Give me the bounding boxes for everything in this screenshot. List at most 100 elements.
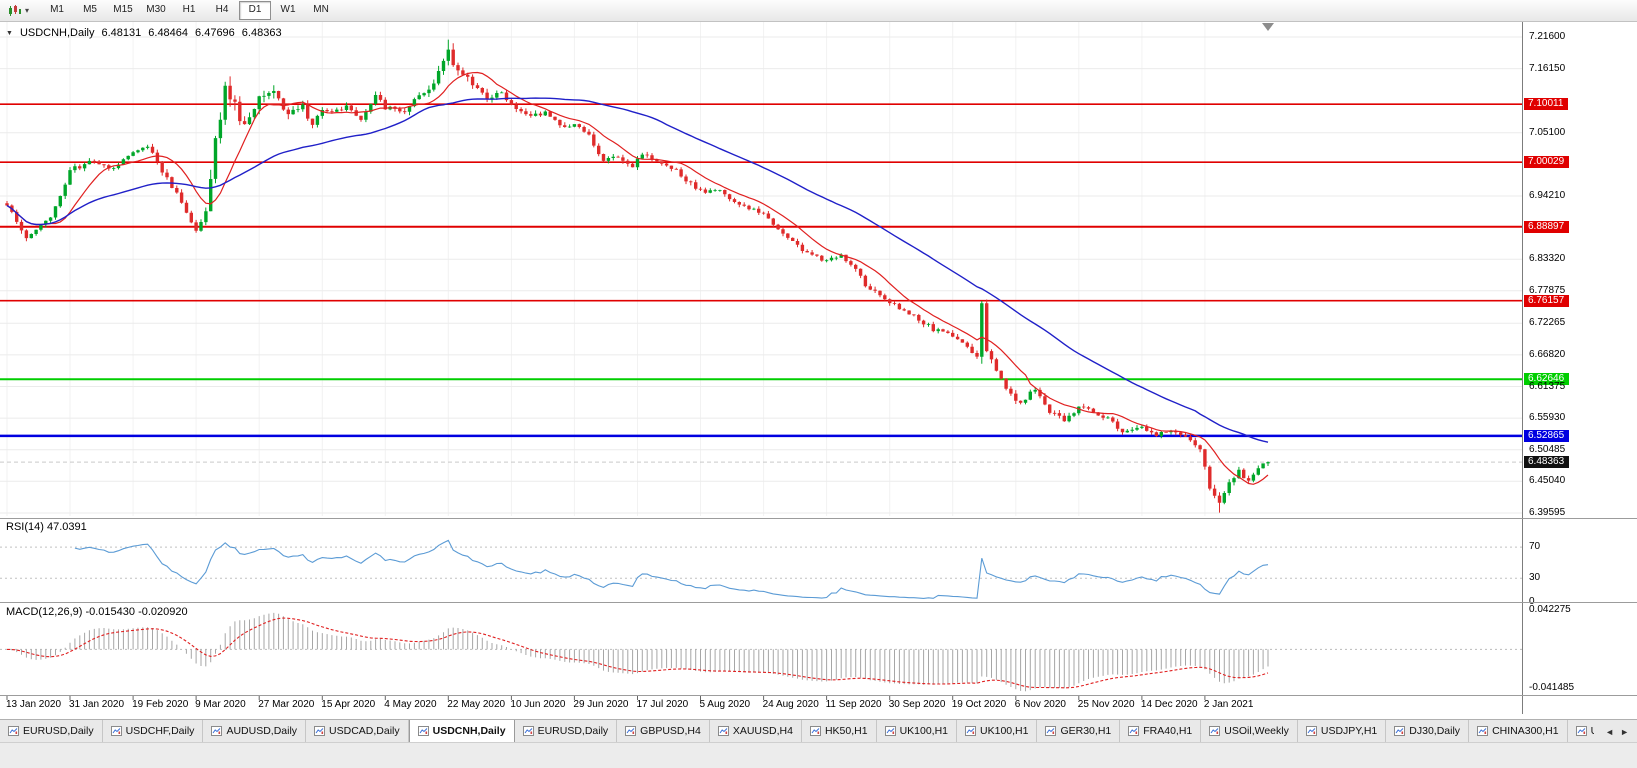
chart-tab-hk50-h1[interactable]: HK50,H1 [802, 720, 877, 742]
scale-label: 7.05100 [1529, 126, 1566, 138]
scale-label: 0.042275 [1529, 604, 1571, 615]
date-label: 6 Nov 2020 [1014, 699, 1066, 710]
date-label: 15 Apr 2020 [321, 699, 376, 710]
mini-chart-icon [1045, 726, 1057, 736]
candlestick-chart-icon [9, 5, 21, 16]
chart-tab-gbpusd-h4[interactable]: GBPUSD,H4 [617, 720, 710, 742]
high-value: 6.48464 [148, 27, 189, 39]
low-value: 6.47696 [195, 27, 235, 39]
scale-label: -0.041485 [1529, 682, 1575, 693]
tab-label: CHINA300,H1 [1492, 725, 1559, 737]
tab-label: USOil, [1591, 725, 1594, 737]
mini-chart-icon [717, 726, 729, 736]
scale-label: 6.72265 [1529, 317, 1566, 329]
tab-label: USDCHF,Daily [125, 725, 195, 737]
mini-chart-icon [809, 726, 821, 736]
scale-label: 70 [1529, 541, 1541, 553]
timeframe-button-m1[interactable]: M1 [50, 4, 64, 15]
scale-label: 6.83320 [1529, 253, 1566, 265]
tab-label: USOil,Weekly [1224, 725, 1289, 737]
date-label: 9 Mar 2020 [195, 699, 246, 710]
scale-label: 7.16150 [1529, 62, 1566, 74]
tabs-scroll-right-button[interactable]: ► [1620, 726, 1629, 737]
tab-label: AUDUSD,Daily [226, 725, 298, 737]
chart-tab-usdcnh-daily[interactable]: USDCNH,Daily [408, 720, 515, 742]
chart-tab-china300-h1[interactable]: CHINA300,H1 [1469, 720, 1568, 742]
macd-indicator-label: MACD(12,26,9) -0.015430 -0.020920 [6, 606, 188, 618]
current-price-label: 6.48363 [1524, 456, 1570, 469]
timeframe-button-h4[interactable]: H4 [215, 4, 229, 15]
tab-label: UK100,H1 [980, 725, 1029, 737]
mini-chart-icon [1575, 726, 1587, 736]
chart-tab-uk100-h1[interactable]: UK100,H1 [957, 720, 1038, 742]
mini-chart-icon [110, 726, 122, 736]
chart-tab-xauusd-h4[interactable]: XAUUSD,H4 [710, 720, 802, 742]
chart-tab-uk100-h1[interactable]: UK100,H1 [877, 720, 958, 742]
dropdown-caret-icon: ▾ [25, 6, 30, 15]
date-label: 17 Jul 2020 [636, 699, 689, 710]
date-label: 19 Feb 2020 [132, 699, 189, 710]
tab-label: UK100,H1 [899, 725, 949, 737]
scale-label: 6.45040 [1529, 475, 1566, 487]
tab-label: GBPUSD,H4 [640, 725, 701, 737]
timeframe-button-d1[interactable]: D1 [239, 1, 272, 20]
chart-tab-dj30-daily[interactable]: DJ30,Daily [1386, 720, 1470, 742]
chart-plot-area[interactable] [0, 21, 1522, 695]
status-bar [0, 742, 1637, 768]
mini-chart-icon [1209, 726, 1221, 736]
chart-type-button[interactable]: ▾ [2, 1, 35, 20]
chart-symbol-period: USDCNH,Daily [19, 27, 95, 39]
chart-tab-eurusd-daily[interactable]: EURUSD,Daily [0, 720, 103, 742]
tab-label: HK50,H1 [824, 725, 868, 737]
date-label: 14 Dec 2020 [1140, 699, 1198, 710]
mini-chart-icon [625, 726, 637, 736]
timeframe-button-w1[interactable]: W1 [280, 4, 296, 15]
timeframe-button-mn[interactable]: MN [313, 4, 329, 15]
tab-label: XAUUSD,H4 [732, 725, 793, 737]
date-label: 30 Sep 2020 [888, 699, 946, 710]
timeframe-button-h1[interactable]: H1 [182, 4, 196, 15]
tab-label: DJ30,Daily [1409, 725, 1461, 737]
time-axis[interactable]: 13 Jan 2020 31 Jan 2020 19 Feb 2020 9 Mar 2… [0, 697, 1522, 713]
panel-separator[interactable] [0, 602, 1637, 603]
tab-label: EURUSD,Daily [23, 725, 94, 737]
mini-chart-icon [965, 726, 977, 736]
chart-tab-audusd-daily[interactable]: AUDUSD,Daily [203, 720, 307, 742]
collapse-icon[interactable]: ▼ [6, 29, 13, 37]
tab-label: GER30,H1 [1060, 725, 1112, 737]
mini-chart-icon [1477, 726, 1489, 736]
scale-label: 6.61375 [1529, 380, 1566, 392]
mini-chart-icon [1128, 726, 1140, 736]
rsi-indicator-label: RSI(14) 47.0391 [6, 521, 87, 533]
chart-tab-usoil-[interactable]: USOil, [1568, 720, 1594, 742]
chart-tab-usdcad-daily[interactable]: USDCAD,Daily [306, 720, 409, 742]
ohlc-info-bar: ▼ USDCNH,Daily 6.48131 6.48464 6.47696 6… [6, 27, 282, 39]
chart-tab-usdjpy-h1[interactable]: USDJPY,H1 [1298, 720, 1387, 742]
chart-tab-ger30-h1[interactable]: GER30,H1 [1037, 720, 1121, 742]
date-label: 31 Jan 2020 [69, 699, 125, 710]
tab-label: USDJPY,H1 [1320, 725, 1378, 737]
timeframe-button-m5[interactable]: M5 [83, 4, 97, 15]
chart-tab-usdchf-daily[interactable]: USDCHF,Daily [103, 720, 204, 742]
level-price-label: 6.76157 [1524, 294, 1570, 307]
timeframe-button-m15[interactable]: M15 [113, 4, 133, 15]
tab-label: USDCNH,Daily [432, 725, 506, 737]
scale-label: 6.66820 [1529, 348, 1566, 360]
chart-tab-bar: EURUSD,Daily USDCHF,Daily AUDUSD,Daily USDC… [0, 719, 1637, 743]
mini-chart-icon [884, 726, 896, 736]
date-label: 24 Aug 2020 [762, 699, 819, 710]
scale-label: 0 [1529, 595, 1535, 607]
date-label: 22 May 2020 [447, 699, 506, 710]
tab-scroll-controls: ◄ ► [1597, 720, 1637, 743]
timeframe-button-m30[interactable]: M30 [146, 4, 166, 15]
date-label: 5 Aug 2020 [699, 699, 751, 710]
tabs-scroll-left-button[interactable]: ◄ [1605, 726, 1615, 737]
date-label: 4 May 2020 [384, 699, 437, 710]
panel-separator[interactable] [0, 518, 1637, 519]
date-label: 13 Jan 2020 [6, 699, 62, 710]
chart-tab-fra40-h1[interactable]: FRA40,H1 [1120, 720, 1202, 742]
price-axis[interactable]: 7.21600 7.16150 7.10011 7.05100 7.00029 6.942… [1522, 21, 1637, 714]
chart-tab-eurusd-daily[interactable]: EURUSD,Daily [515, 720, 618, 742]
chart-tab-usoil-weekly[interactable]: USOil,Weekly [1201, 720, 1298, 742]
level-price-label: 7.10011 [1524, 98, 1569, 111]
